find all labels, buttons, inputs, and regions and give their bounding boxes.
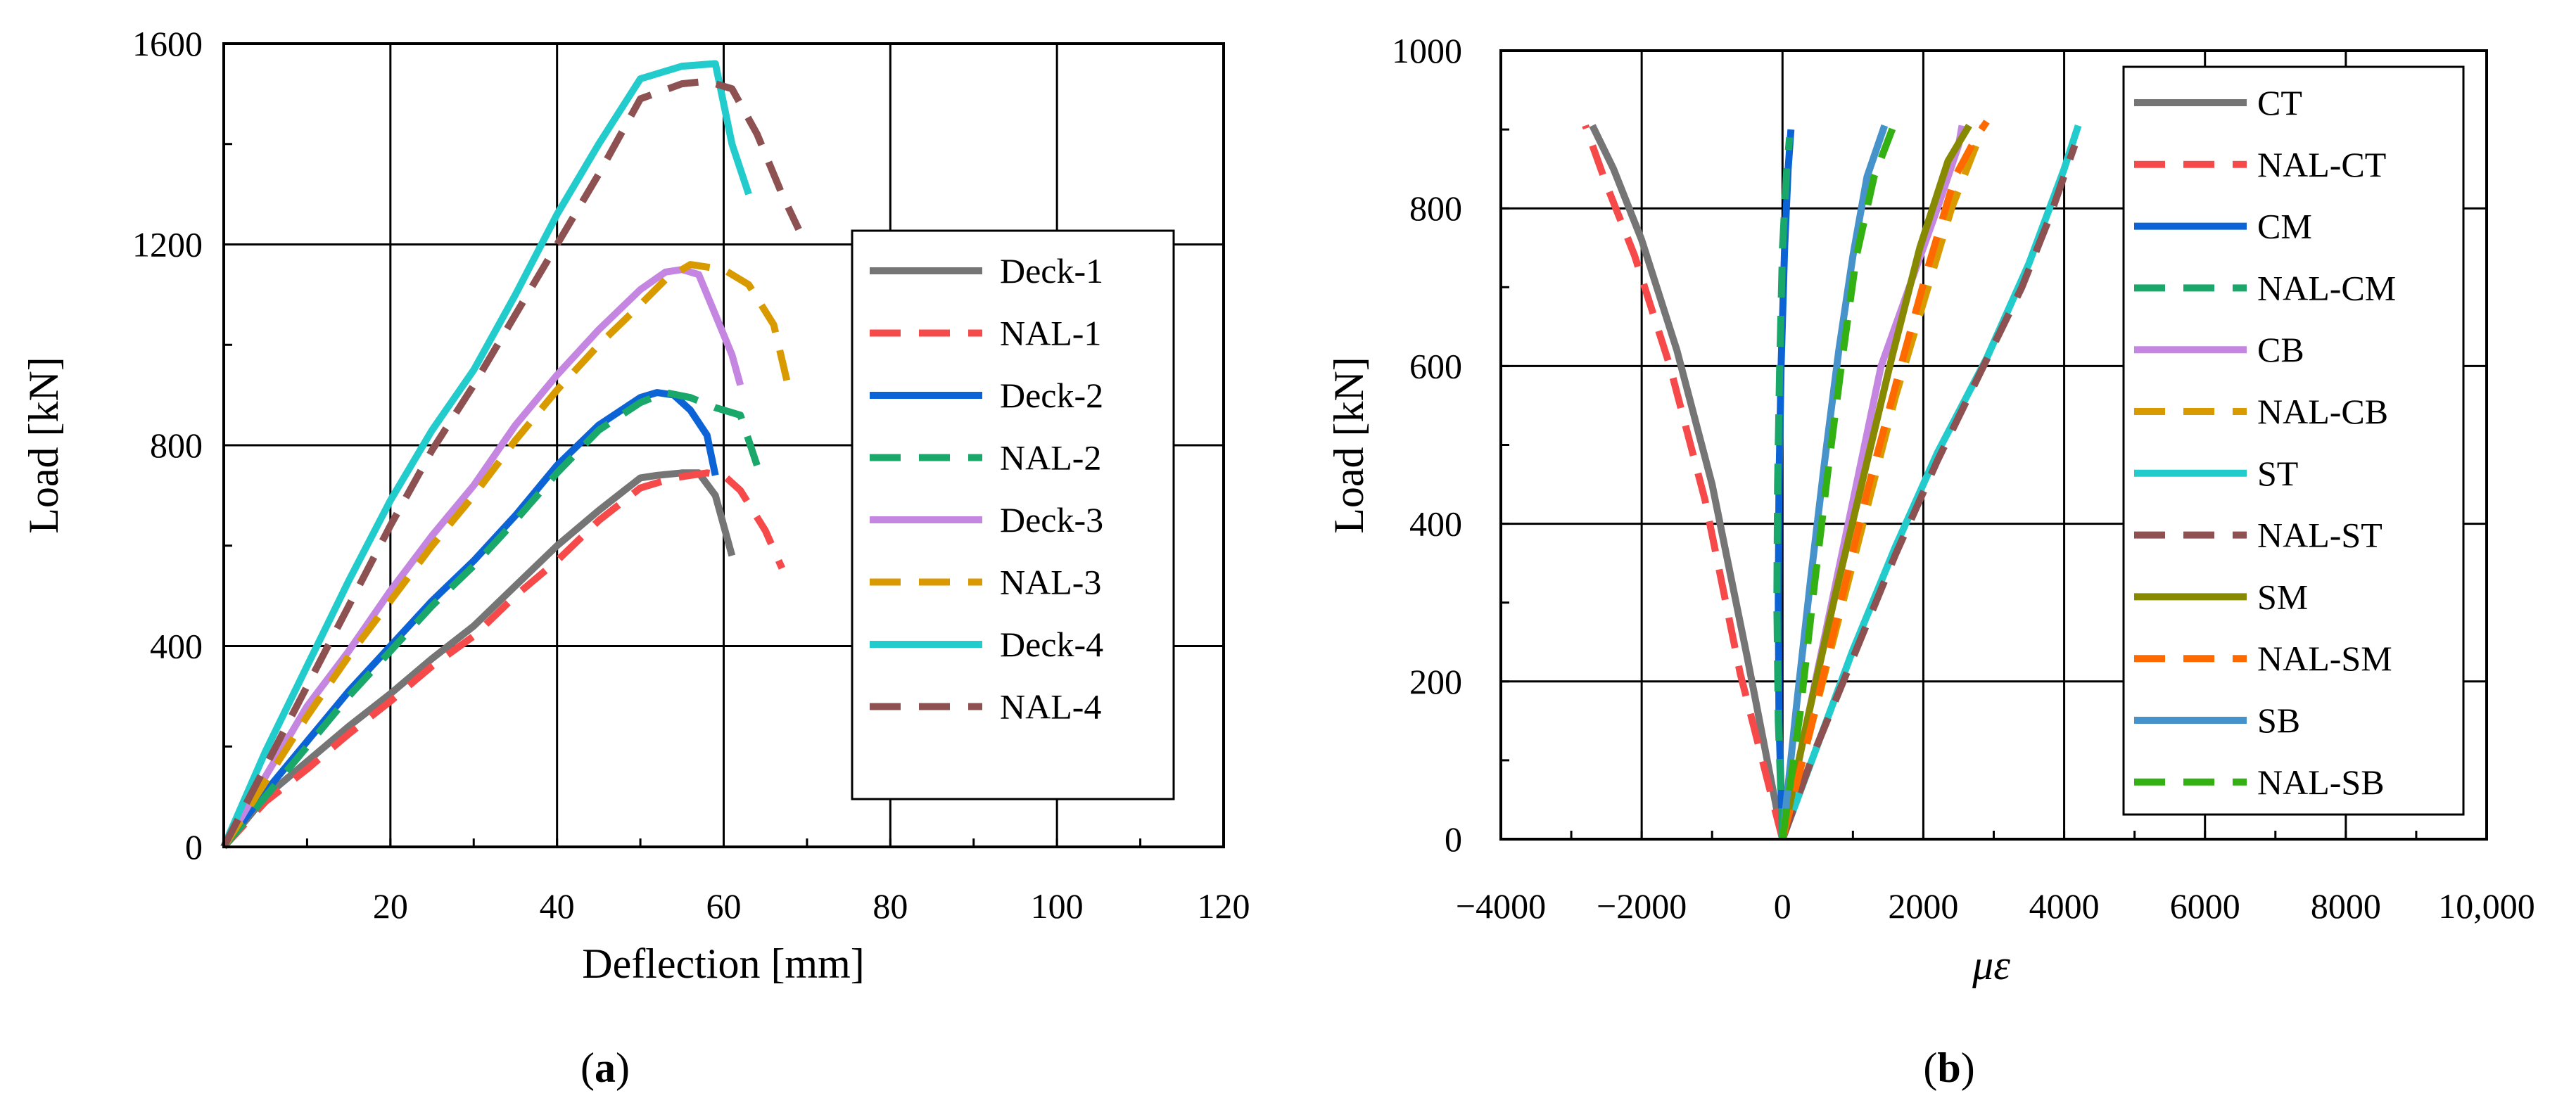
- legend-entry: NAL-CT: [2257, 145, 2386, 184]
- x-axis-label: Deflection [mm]: [582, 940, 865, 987]
- x-tick-label: 4000: [2029, 886, 2100, 926]
- chart-b: −4000 −2000 0 2000 4000 6000 8000 10,000 0 200 400…: [1326, 31, 2535, 1091]
- legend-entry: NAL-CB: [2257, 392, 2388, 431]
- series-line-nal-1: [221, 469, 785, 850]
- legend-entry: Deck-3: [1000, 500, 1103, 540]
- y-tick-label: 0: [1445, 819, 1462, 859]
- series-line-deck-1: [221, 469, 736, 850]
- series-line-deck-3: [220, 266, 744, 849]
- x-tick-label: 10,000: [2438, 886, 2535, 926]
- y-tick-label: 1000: [1392, 31, 1462, 70]
- plot-frame: [222, 42, 1225, 848]
- y-tick-label: 1200: [132, 225, 203, 264]
- y-axis-label: Load [kN]: [20, 357, 67, 534]
- y-tick-label: 0: [185, 827, 203, 867]
- legend: CT NAL-CT CM NAL-CM CB NAL-CB ST NAL-ST SM NAL-SM…: [2122, 65, 2465, 816]
- legend-entry: Deck-1: [1000, 251, 1103, 291]
- series-line-ct: [1589, 124, 1787, 840]
- caption-close-paren: ): [616, 1045, 630, 1091]
- legend-entry: NAL-SM: [2257, 639, 2392, 678]
- y-tick-label: 800: [1409, 189, 1462, 228]
- x-axis-label: με: [1972, 942, 2010, 988]
- series-line-nal-st: [1779, 143, 2079, 841]
- series-line-nal-3: [220, 261, 794, 849]
- caption-close-paren: ): [1961, 1045, 1975, 1091]
- legend-entry: NAL-CM: [2257, 268, 2396, 307]
- x-tick-label: 120: [1198, 886, 1250, 926]
- x-tick-label: 0: [1774, 886, 1791, 926]
- series-line-sm: [1779, 123, 1972, 841]
- legend-entry: ST: [2257, 454, 2298, 493]
- x-tick-label: 100: [1031, 886, 1084, 926]
- y-tick-label: 400: [1409, 504, 1462, 544]
- x-tick-label: −2000: [1597, 886, 1687, 926]
- legend-entry: NAL-SB: [2257, 762, 2385, 802]
- legend-entry: SB: [2257, 701, 2300, 740]
- series-line-nal-sm: [1779, 120, 1990, 841]
- caption-open-paren: (: [1923, 1045, 1937, 1091]
- y-tick-label: 200: [1409, 662, 1462, 701]
- x-tick-label: 6000: [2170, 886, 2240, 926]
- legend: Deck-1 NAL-1 Deck-2 NAL-2 Deck-3 NAL-3 Deck-4 N…: [851, 229, 1175, 800]
- y-tick-label: 600: [1409, 346, 1462, 385]
- y-tick-label: 1600: [132, 24, 203, 63]
- series-line-nal-sb: [1779, 120, 1899, 840]
- series-line-nal-ct: [1582, 124, 1787, 841]
- series-line-nal-2: [221, 389, 761, 850]
- x-tick-label: 40: [540, 886, 575, 926]
- x-tick-label: −4000: [1456, 886, 1546, 926]
- x-tick-label: 8000: [2311, 886, 2381, 926]
- series-line-sb: [1779, 124, 1889, 840]
- legend-entry: NAL-4: [1000, 687, 1101, 727]
- x-tick-label: 20: [373, 886, 408, 926]
- legend-box: [851, 229, 1175, 800]
- series-line-deck-4: [220, 60, 752, 849]
- legend-entry: CM: [2257, 207, 2312, 246]
- legend-entry: Deck-2: [1000, 376, 1103, 415]
- plot-frame: [1499, 49, 2488, 841]
- legend-entry: NAL-3: [1000, 563, 1101, 602]
- legend-entry: Deck-4: [1000, 625, 1103, 664]
- x-tick-label: 60: [706, 886, 742, 926]
- legend-entry: CB: [2257, 330, 2304, 369]
- caption-letter: a: [595, 1045, 616, 1091]
- legend-entry: NAL-1: [1000, 314, 1101, 353]
- y-axis-label: Load [kN]: [1326, 357, 1372, 534]
- panel-caption: (b): [1923, 1045, 1974, 1091]
- y-tick-label: 400: [150, 627, 203, 666]
- legend-entry: SM: [2257, 577, 2308, 616]
- legend-entry: CT: [2257, 83, 2302, 122]
- panel-caption: (a): [580, 1045, 630, 1091]
- caption-open-paren: (: [580, 1045, 595, 1091]
- legend-entry: NAL-2: [1000, 438, 1101, 478]
- series-line-nal-cm: [1773, 136, 1794, 840]
- x-tick-label: 2000: [1888, 886, 1958, 926]
- x-tick-label: 80: [873, 886, 908, 926]
- y-tick-label: 800: [150, 426, 203, 465]
- legend-box: [2122, 65, 2465, 816]
- legend-entry: NAL-ST: [2257, 516, 2383, 555]
- caption-letter: b: [1937, 1045, 1960, 1091]
